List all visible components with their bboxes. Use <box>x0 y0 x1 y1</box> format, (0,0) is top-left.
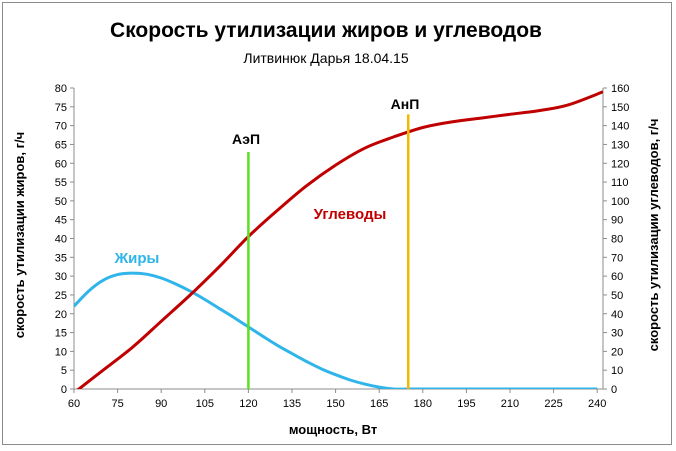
y-left-tick-label: 70 <box>55 121 67 133</box>
marker-label-anp: АнП <box>391 96 420 112</box>
chart-frame: Скорость утилизации жиров и углеводов Ли… <box>2 2 672 445</box>
x-tick-label: 150 <box>326 398 344 410</box>
y-right-tick-label: 80 <box>611 234 623 246</box>
y-left-tick-label: 25 <box>55 290 67 302</box>
x-axis-title: мощность, Вт <box>289 422 377 437</box>
y-right-tick-label: 30 <box>611 328 623 340</box>
y-right-tick-label: 90 <box>611 215 623 227</box>
y-left-tick-label: 50 <box>55 196 67 208</box>
y-left-tick-label: 65 <box>55 139 67 151</box>
y-right-tick-label: 40 <box>611 309 623 321</box>
x-tick-label: 75 <box>111 398 123 410</box>
y-right-tick-label: 160 <box>611 83 629 95</box>
x-tick-label: 165 <box>370 398 388 410</box>
y-right-tick-label: 50 <box>611 290 623 302</box>
y-right-tick-label: 100 <box>611 196 629 208</box>
x-tick-label: 60 <box>68 398 80 410</box>
series-line-fats <box>74 271 598 389</box>
x-tick-label: 180 <box>414 398 432 410</box>
x-tick-label: 195 <box>457 398 475 410</box>
marker-label-aep: АэП <box>232 131 260 147</box>
x-tick-label: 120 <box>239 398 257 410</box>
y-right-tick-label: 20 <box>611 346 623 358</box>
plot-area: 0 5 10 15 20 25 30 35 40 45 50 55 60 65 70 75 80 0 10 20 30 4… <box>55 83 630 410</box>
y-right-tick-label: 10 <box>611 365 623 377</box>
y-right-tick-label: 70 <box>611 252 623 264</box>
y-left-tick-label: 0 <box>61 384 67 396</box>
series-line-carbs <box>76 90 603 389</box>
x-tick-label: 135 <box>283 398 301 410</box>
y-left-tick-label: 5 <box>61 365 67 377</box>
y-right-tick-label: 130 <box>611 139 629 151</box>
series-label-carbs: Углеводы <box>314 206 387 223</box>
y-left-tick-label: 40 <box>55 234 67 246</box>
chart: Скорость утилизации жиров и углеводов Ли… <box>12 19 661 437</box>
y-left-tick-label: 75 <box>55 102 67 114</box>
x-tick-label: 105 <box>196 398 214 410</box>
y-left-tick-label: 10 <box>55 346 67 358</box>
y-right-tick-label: 60 <box>611 271 623 283</box>
x-tick-label: 90 <box>155 398 167 410</box>
y-left-tick-label: 35 <box>55 252 67 264</box>
chart-title: Скорость утилизации жиров и углеводов <box>110 19 542 42</box>
y-right-tick-label: 150 <box>611 102 629 114</box>
y-right-tick-label: 120 <box>611 158 629 170</box>
y-left-tick-label: 80 <box>55 83 67 95</box>
y-right-tick-label: 140 <box>611 121 629 133</box>
x-tick-label: 210 <box>501 398 519 410</box>
y-left-tick-label: 45 <box>55 215 67 227</box>
x-tick-label: 240 <box>588 398 606 410</box>
x-tick-label: 225 <box>544 398 562 410</box>
y-left-tick-label: 15 <box>55 328 67 340</box>
chart-subtitle: Литвинюк Дарья 18.04.15 <box>243 50 408 66</box>
y-right-tick-label: 0 <box>611 384 617 396</box>
y-axis-left-title: скорость утилизации жиров, г/ч <box>12 132 27 338</box>
y-left-tick-label: 30 <box>55 271 67 283</box>
y-left-tick-label: 20 <box>55 309 67 321</box>
y-left-tick-label: 55 <box>55 177 67 189</box>
y-right-tick-label: 110 <box>611 177 629 189</box>
y-axis-right-title: скорость утилизации углеводов, г/ч <box>646 119 661 352</box>
y-left-tick-label: 60 <box>55 158 67 170</box>
series-label-fats: Жиры <box>114 250 160 267</box>
